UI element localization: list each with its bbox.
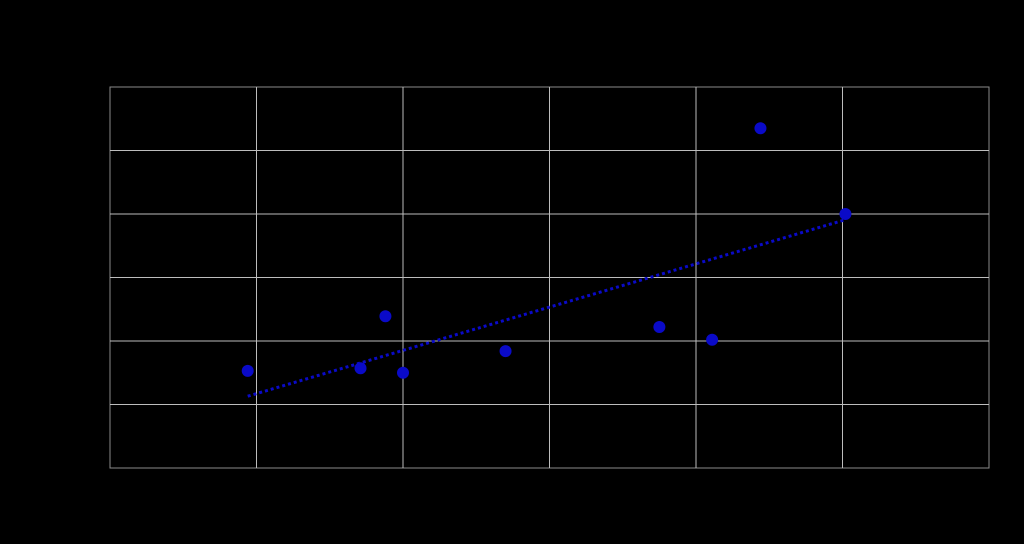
trend-line — [247, 218, 846, 398]
point — [241, 364, 254, 377]
point — [839, 208, 852, 220]
point — [379, 310, 392, 323]
point — [754, 122, 767, 135]
point — [397, 366, 409, 379]
point — [706, 333, 719, 346]
point — [354, 362, 367, 375]
point — [499, 345, 512, 358]
point — [653, 321, 666, 334]
